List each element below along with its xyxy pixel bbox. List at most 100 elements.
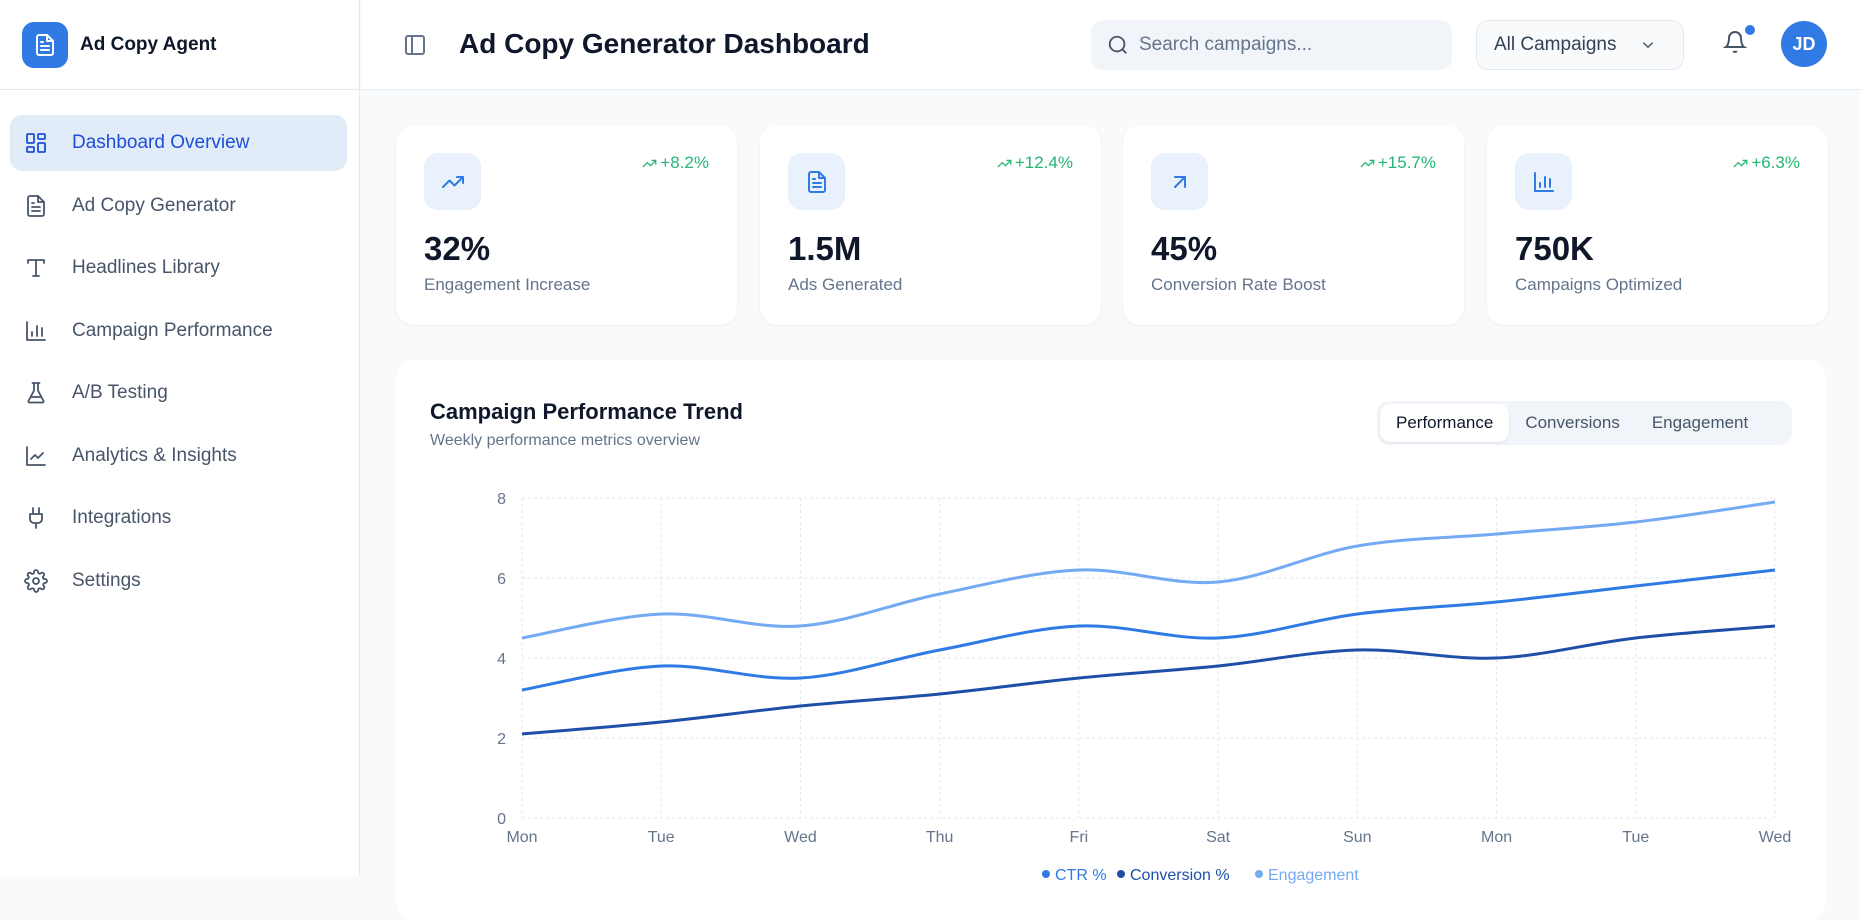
chart-subtitle: Weekly performance metrics overview <box>430 432 701 449</box>
legend-marker <box>1042 870 1050 878</box>
sidebar-item-dashboard-overview[interactable]: Dashboard Overview <box>10 115 347 171</box>
bar-chart-icon <box>1533 171 1554 192</box>
stat-change: +15.7% <box>1360 153 1436 173</box>
file-text-icon <box>22 21 68 68</box>
x-tick-label: Fri <box>1070 829 1089 846</box>
search-input[interactable] <box>1139 34 1439 56</box>
gear-icon <box>24 568 48 593</box>
sidebar-item-label: Headlines Library <box>72 257 220 278</box>
stat-label: Engagement Increase <box>424 275 591 294</box>
sidebar-item-label: Campaign Performance <box>72 319 273 341</box>
sidebar-item-label: A/B Testing <box>72 382 168 403</box>
stat-value: 1.5M <box>788 230 862 267</box>
stat-change-value: +15.7% <box>1377 153 1436 172</box>
type-icon <box>27 259 45 277</box>
plug-icon <box>29 507 43 529</box>
stat-card: +6.3% 750K Campaigns Optimized <box>1487 125 1828 325</box>
tab-conversions[interactable]: Conversions <box>1525 413 1620 432</box>
x-tick-label: Wed <box>1759 829 1792 846</box>
sidebar-item-settings[interactable]: Settings <box>10 553 347 609</box>
series-line-engagement <box>521 500 1776 640</box>
sidebar-item-a-b-testing[interactable]: A/B Testing <box>10 365 347 421</box>
y-tick-label: 6 <box>497 571 506 588</box>
performance-chart-card: Campaign Performance Trend Weekly perfor… <box>396 360 1826 920</box>
series-line-ctr- <box>521 568 1776 692</box>
x-tick-label: Tue <box>648 829 675 846</box>
campaign-filter-select[interactable]: All Campaigns <box>1476 20 1684 70</box>
tab-engagement[interactable]: Engagement <box>1651 413 1749 432</box>
stat-change-value: +8.2% <box>660 153 709 172</box>
file-text-icon <box>807 170 826 193</box>
stat-icon-box <box>424 153 481 210</box>
y-tick-label: 8 <box>497 491 506 508</box>
sidebar-nav: Dashboard Overview Ad Copy Generator Headl… <box>0 90 359 609</box>
grid-icon <box>26 133 46 153</box>
sidebar-item-analytics-insights[interactable]: Analytics & Insights <box>10 428 347 484</box>
stat-card: +15.7% 45% Conversion Rate Boost <box>1123 125 1464 325</box>
legend-marker <box>1117 870 1125 878</box>
y-tick-label: 2 <box>497 731 506 748</box>
sidebar-item-campaign-performance[interactable]: Campaign Performance <box>10 303 347 359</box>
y-tick-label: 4 <box>497 651 506 668</box>
file-text-icon <box>27 194 45 217</box>
stat-card: +12.4% 1.5M Ads Generated <box>760 125 1101 325</box>
stat-icon-box <box>1151 153 1208 210</box>
search-box[interactable] <box>1091 20 1452 70</box>
x-tick-label: Tue <box>1622 829 1649 846</box>
search-icon <box>1108 35 1127 54</box>
stat-change: +8.2% <box>642 153 709 173</box>
header: Ad Copy Generator Dashboard All Campaign… <box>361 0 1860 90</box>
bar-chart-icon <box>26 320 46 341</box>
trending-up-icon <box>997 159 1012 167</box>
x-tick-label: Sat <box>1206 829 1231 846</box>
sidebar-item-label: Ad Copy Generator <box>72 194 236 216</box>
sidebar-item-label: Dashboard Overview <box>72 132 250 153</box>
y-tick-label: 0 <box>497 811 506 828</box>
series-line-conversion- <box>521 624 1776 736</box>
flask-icon <box>27 382 45 404</box>
sidebar-item-label: Analytics & Insights <box>72 444 237 466</box>
chart-tabs: Performance Conversions Engagement <box>1377 401 1792 445</box>
brand-name: Ad Copy Agent <box>80 33 217 55</box>
stat-value: 750K <box>1515 230 1594 267</box>
x-tick-label: Sun <box>1343 829 1371 846</box>
x-tick-label: Mon <box>1481 829 1512 846</box>
chart-title: Campaign Performance Trend <box>430 399 743 424</box>
stat-change-value: +12.4% <box>1014 153 1073 172</box>
stat-label: Conversion Rate Boost <box>1151 275 1326 294</box>
page-title: Ad Copy Generator Dashboard <box>459 28 870 59</box>
stat-icon-box <box>1515 153 1572 210</box>
trending-up-icon <box>441 175 464 188</box>
x-tick-label: Thu <box>926 829 954 846</box>
stat-card: +8.2% 32% Engagement Increase <box>396 125 737 325</box>
sidebar-item-label: Integrations <box>72 507 172 528</box>
sidebar-toggle-icon[interactable] <box>403 33 427 57</box>
stat-change-value: +6.3% <box>1751 153 1800 172</box>
trending-up-icon <box>1733 159 1748 167</box>
x-tick-label: Wed <box>784 829 817 846</box>
arrow-up-right-icon <box>1173 175 1186 188</box>
chevron-down-icon <box>1642 42 1653 49</box>
sidebar-item-integrations[interactable]: Integrations <box>10 490 347 546</box>
bell-icon[interactable] <box>1723 30 1747 54</box>
trending-up-icon <box>642 159 657 167</box>
x-tick-label: Mon <box>506 829 537 846</box>
tab-performance[interactable]: Performance <box>1380 404 1510 442</box>
sidebar-item-ad-copy-generator[interactable]: Ad Copy Generator <box>10 178 347 234</box>
notification-dot <box>1745 25 1755 35</box>
avatar[interactable]: JD <box>1781 21 1827 67</box>
stat-label: Ads Generated <box>788 275 903 294</box>
campaign-filter-value: All Campaigns <box>1494 34 1617 55</box>
line-chart-icon <box>26 445 46 466</box>
sidebar-item-headlines-library[interactable]: Headlines Library <box>10 240 347 296</box>
brand: Ad Copy Agent <box>0 0 359 90</box>
stat-label: Campaigns Optimized <box>1515 275 1683 294</box>
legend-marker <box>1255 870 1263 878</box>
stat-value: 32% <box>424 230 491 267</box>
sidebar-item-label: Settings <box>72 569 141 591</box>
stat-change: +12.4% <box>997 153 1073 173</box>
stat-change: +6.3% <box>1733 153 1800 173</box>
trending-up-icon <box>1360 159 1375 167</box>
sidebar: Ad Copy Agent Dashboard Overview Ad Copy … <box>0 0 360 876</box>
